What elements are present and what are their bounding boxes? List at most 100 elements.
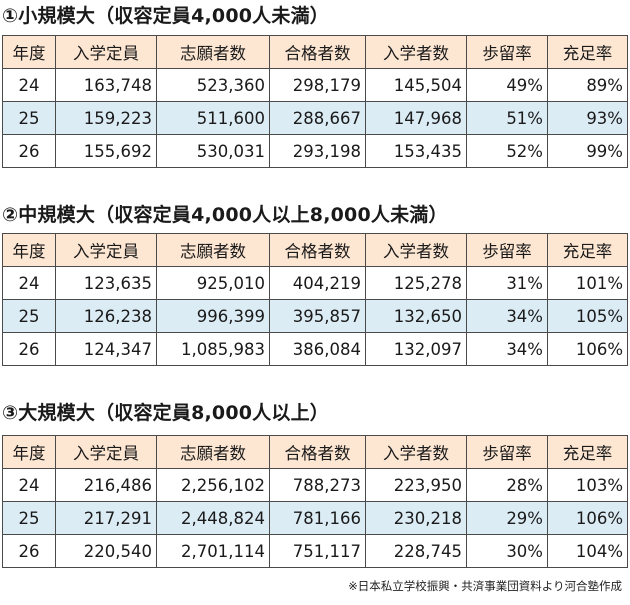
table-cell: 293,198 <box>269 134 366 168</box>
table-cell: 223,950 <box>365 468 467 502</box>
table-cell: 216,486 <box>55 468 157 502</box>
data-table: 年度 入学定員 志願者数 合格者数 入学者数 歩留率 充足率 24 163,74… <box>2 35 628 168</box>
table-cell: 103% <box>547 468 628 502</box>
table-cell: 29% <box>466 501 548 535</box>
table-cell: 298,179 <box>269 68 366 102</box>
table-cell: 124,347 <box>55 332 157 366</box>
table-row: 24 216,486 2,256,102 788,273 223,950 28%… <box>2 468 628 502</box>
table-row: 25 217,291 2,448,824 781,166 230,218 29%… <box>2 501 628 535</box>
section-title: ②中規模大（収容定員4,000人以上8,000人未満） <box>2 204 448 226</box>
table-cell: 2,701,114 <box>156 534 270 568</box>
column-header: 入学者数 <box>365 435 467 469</box>
column-header: 充足率 <box>547 35 628 69</box>
table-cell: 24 <box>2 468 56 502</box>
table-cell: 404,219 <box>269 266 366 300</box>
table-cell: 2,448,824 <box>156 501 270 535</box>
table-header-row: 年度 入学定員 志願者数 合格者数 入学者数 歩留率 充足率 <box>2 35 628 69</box>
column-header: 歩留率 <box>466 435 548 469</box>
table-cell: 28% <box>466 468 548 502</box>
table-cell: 132,650 <box>365 299 467 333</box>
table-cell: 104% <box>547 534 628 568</box>
table-cell: 101% <box>547 266 628 300</box>
column-header: 入学定員 <box>55 435 157 469</box>
table-cell: 163,748 <box>55 68 157 102</box>
column-header: 入学者数 <box>365 233 467 267</box>
table-row: 25 126,238 996,399 395,857 132,650 34% 1… <box>2 299 628 333</box>
table-cell: 31% <box>466 266 548 300</box>
column-header: 入学定員 <box>55 233 157 267</box>
table-cell: 153,435 <box>365 134 467 168</box>
table-cell: 24 <box>2 68 56 102</box>
table-cell: 788,273 <box>269 468 366 502</box>
column-header: 歩留率 <box>466 233 548 267</box>
data-table: 年度 入学定員 志願者数 合格者数 入学者数 歩留率 充足率 24 123,63… <box>2 233 628 366</box>
table-cell: 51% <box>466 101 548 135</box>
table-cell: 34% <box>466 299 548 333</box>
table-cell: 26 <box>2 332 56 366</box>
table-cell: 26 <box>2 134 56 168</box>
table-cell: 25 <box>2 101 56 135</box>
section-title: ③大規模大（収容定員8,000人以上） <box>2 402 329 424</box>
table-cell: 395,857 <box>269 299 366 333</box>
column-header: 志願者数 <box>156 435 270 469</box>
table-cell: 24 <box>2 266 56 300</box>
table-row: 26 124,347 1,085,983 386,084 132,097 34%… <box>2 332 628 366</box>
table-cell: 288,667 <box>269 101 366 135</box>
table-cell: 52% <box>466 134 548 168</box>
table-cell: 132,097 <box>365 332 467 366</box>
table-header-row: 年度 入学定員 志願者数 合格者数 入学者数 歩留率 充足率 <box>2 233 628 267</box>
table-cell: 99% <box>547 134 628 168</box>
table-cell: 105% <box>547 299 628 333</box>
table-cell: 89% <box>547 68 628 102</box>
table-row: 25 159,223 511,600 288,667 147,968 51% 9… <box>2 101 628 135</box>
table-row: 24 163,748 523,360 298,179 145,504 49% 8… <box>2 68 628 102</box>
column-header: 充足率 <box>547 233 628 267</box>
table-header-row: 年度 入学定員 志願者数 合格者数 入学者数 歩留率 充足率 <box>2 435 628 469</box>
table-cell: 155,692 <box>55 134 157 168</box>
table-cell: 1,085,983 <box>156 332 270 366</box>
data-table: 年度 入学定員 志願者数 合格者数 入学者数 歩留率 充足率 24 216,48… <box>2 435 628 568</box>
column-header: 年度 <box>2 233 56 267</box>
table-cell: 220,540 <box>55 534 157 568</box>
table-row: 26 155,692 530,031 293,198 153,435 52% 9… <box>2 134 628 168</box>
section-title: ①小規模大（収容定員4,000人未満） <box>2 5 329 27</box>
column-header: 入学定員 <box>55 35 157 69</box>
column-header: 入学者数 <box>365 35 467 69</box>
table-cell: 925,010 <box>156 266 270 300</box>
table-cell: 781,166 <box>269 501 366 535</box>
column-header: 年度 <box>2 35 56 69</box>
table-cell: 2,256,102 <box>156 468 270 502</box>
table-cell: 145,504 <box>365 68 467 102</box>
table-cell: 30% <box>466 534 548 568</box>
column-header: 志願者数 <box>156 233 270 267</box>
table-cell: 25 <box>2 501 56 535</box>
table-row: 24 123,635 925,010 404,219 125,278 31% 1… <box>2 266 628 300</box>
table-row: 26 220,540 2,701,114 751,117 228,745 30%… <box>2 534 628 568</box>
column-header: 合格者数 <box>269 35 366 69</box>
table-cell: 25 <box>2 299 56 333</box>
table-cell: 228,745 <box>365 534 467 568</box>
column-header: 歩留率 <box>466 35 548 69</box>
table-cell: 159,223 <box>55 101 157 135</box>
table-cell: 34% <box>466 332 548 366</box>
table-cell: 123,635 <box>55 266 157 300</box>
column-header: 年度 <box>2 435 56 469</box>
table-cell: 751,117 <box>269 534 366 568</box>
table-cell: 106% <box>547 501 628 535</box>
table-cell: 996,399 <box>156 299 270 333</box>
column-header: 合格者数 <box>269 435 366 469</box>
table-cell: 386,084 <box>269 332 366 366</box>
table-cell: 217,291 <box>55 501 157 535</box>
table-cell: 230,218 <box>365 501 467 535</box>
column-header: 合格者数 <box>269 233 366 267</box>
source-note: ※日本私立学校振興・共済事業団資料より河合塾作成 <box>348 579 622 593</box>
column-header: 充足率 <box>547 435 628 469</box>
table-cell: 126,238 <box>55 299 157 333</box>
table-cell: 93% <box>547 101 628 135</box>
table-cell: 106% <box>547 332 628 366</box>
table-cell: 49% <box>466 68 548 102</box>
column-header: 志願者数 <box>156 35 270 69</box>
table-cell: 125,278 <box>365 266 467 300</box>
table-cell: 26 <box>2 534 56 568</box>
table-cell: 511,600 <box>156 101 270 135</box>
